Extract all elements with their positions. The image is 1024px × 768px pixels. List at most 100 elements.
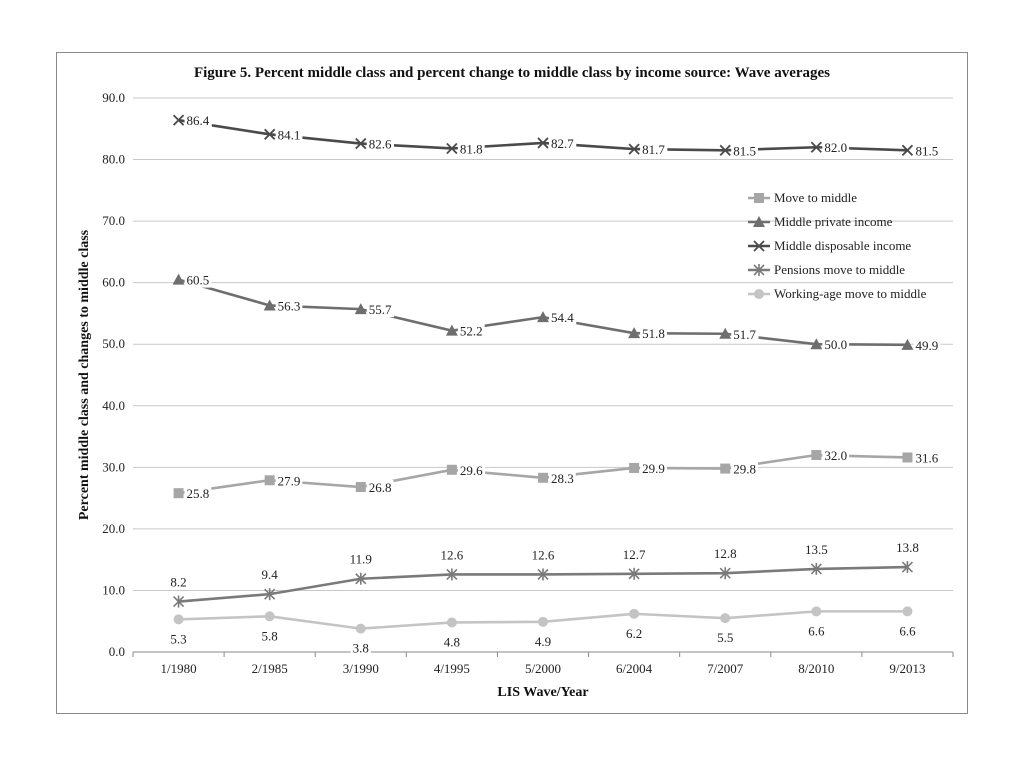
legend-label: Pensions move to middle — [774, 262, 905, 277]
data-label-background — [715, 630, 736, 646]
data-label: 55.7 — [369, 302, 392, 317]
data-label: 60.5 — [187, 273, 210, 288]
data-label: 51.8 — [642, 326, 665, 341]
data-label: 51.7 — [733, 327, 756, 342]
y-axis-title: Percent middle class and changes to midd… — [77, 229, 92, 520]
data-point — [264, 588, 276, 601]
data-label-background — [731, 326, 759, 342]
data-point — [810, 338, 823, 350]
legend-label: Move to middle — [774, 190, 857, 205]
data-label-background — [894, 540, 921, 556]
y-tick-label: 20.0 — [102, 521, 125, 536]
data-label-background — [259, 628, 280, 644]
data-point — [720, 613, 731, 624]
data-label: 4.9 — [535, 634, 551, 649]
data-label-background — [913, 337, 941, 353]
legend-item: Middle disposable income — [748, 238, 911, 253]
data-label: 9.4 — [262, 567, 279, 582]
data-point — [172, 595, 185, 608]
data-label-background — [822, 140, 850, 156]
data-label-background — [350, 640, 371, 656]
data-label-background — [366, 480, 394, 496]
data-label-background — [532, 633, 554, 649]
data-point — [263, 299, 276, 311]
data-point — [173, 488, 184, 499]
data-label-background — [822, 448, 850, 464]
data-point — [811, 450, 822, 461]
legend-marker — [754, 289, 764, 299]
data-point — [446, 617, 457, 628]
data-label: 11.9 — [350, 552, 372, 567]
data-label-background — [913, 450, 941, 466]
data-label-background — [640, 460, 667, 476]
data-point — [628, 327, 641, 339]
legend-marker — [753, 216, 765, 227]
chart-title: Figure 5. Percent middle class and perce… — [194, 65, 830, 81]
data-label-background — [275, 298, 303, 314]
data-point — [901, 144, 914, 156]
data-label: 82.0 — [824, 140, 847, 155]
data-point — [446, 142, 458, 155]
y-tick-label: 70.0 — [102, 213, 125, 228]
data-label-background — [457, 141, 485, 157]
data-point — [719, 144, 731, 156]
data-label: 81.7 — [642, 142, 665, 157]
data-point — [720, 463, 731, 474]
data-label: 29.8 — [733, 462, 756, 477]
data-label-background — [347, 551, 374, 567]
data-label: 12.8 — [714, 546, 737, 561]
data-point — [264, 128, 276, 140]
chart-frame — [56, 52, 968, 714]
data-label-background — [366, 302, 395, 318]
y-tick-label: 10.0 — [102, 582, 125, 597]
legend-item: Working-age move to middle — [748, 286, 927, 301]
y-tick-label: 50.0 — [102, 336, 125, 351]
data-point — [902, 606, 913, 617]
data-labels: 25.8 27.9 26.8 29.6 28.3 29.9 29.8 32.0 31.6 60.5… — [168, 113, 941, 656]
data-label: 81.8 — [460, 141, 483, 156]
data-label-background — [168, 631, 189, 647]
data-label: 25.8 — [187, 486, 210, 501]
data-label-background — [731, 143, 758, 159]
data-point — [628, 567, 640, 580]
data-label: 81.5 — [915, 143, 938, 158]
data-label: 86.4 — [187, 113, 210, 128]
data-label-background — [623, 625, 645, 641]
data-label-background — [549, 310, 577, 326]
data-label: 6.2 — [626, 626, 642, 641]
legend-item: Middle private income — [748, 214, 893, 229]
data-label-background — [184, 113, 212, 129]
data-label-background — [184, 486, 212, 502]
data-point — [902, 452, 913, 463]
data-point — [538, 472, 548, 483]
x-tick-label: 8/2010 — [798, 661, 834, 676]
data-label: 27.9 — [278, 473, 301, 488]
data-point — [629, 462, 640, 473]
data-point — [537, 137, 549, 149]
data-label: 82.7 — [551, 136, 574, 151]
data-label: 5.3 — [170, 631, 186, 646]
legend-marker — [753, 264, 765, 276]
data-label: 12.6 — [532, 547, 555, 562]
data-point — [810, 562, 822, 575]
data-label-background — [913, 143, 941, 159]
x-axis-title: LIS Wave/Year — [497, 685, 588, 700]
data-point — [538, 616, 548, 627]
legend-marker — [754, 193, 764, 203]
data-label: 12.6 — [441, 547, 464, 562]
data-label-background — [549, 135, 577, 151]
data-point — [901, 338, 914, 350]
data-label-background — [366, 136, 395, 152]
data-label-background — [897, 623, 919, 639]
legend: Move to middle Middle private income Middl… — [748, 190, 927, 301]
data-label: 5.8 — [262, 628, 278, 643]
data-label: 6.6 — [808, 623, 825, 638]
data-label: 56.3 — [278, 298, 301, 313]
legend-marker — [753, 240, 765, 252]
data-label: 29.9 — [642, 461, 665, 476]
data-point — [811, 606, 822, 617]
y-tick-label: 0.0 — [109, 644, 125, 659]
data-label-background — [711, 546, 739, 562]
legend-label: Working-age move to middle — [774, 286, 927, 301]
x-tick-label: 3/1990 — [343, 661, 379, 676]
